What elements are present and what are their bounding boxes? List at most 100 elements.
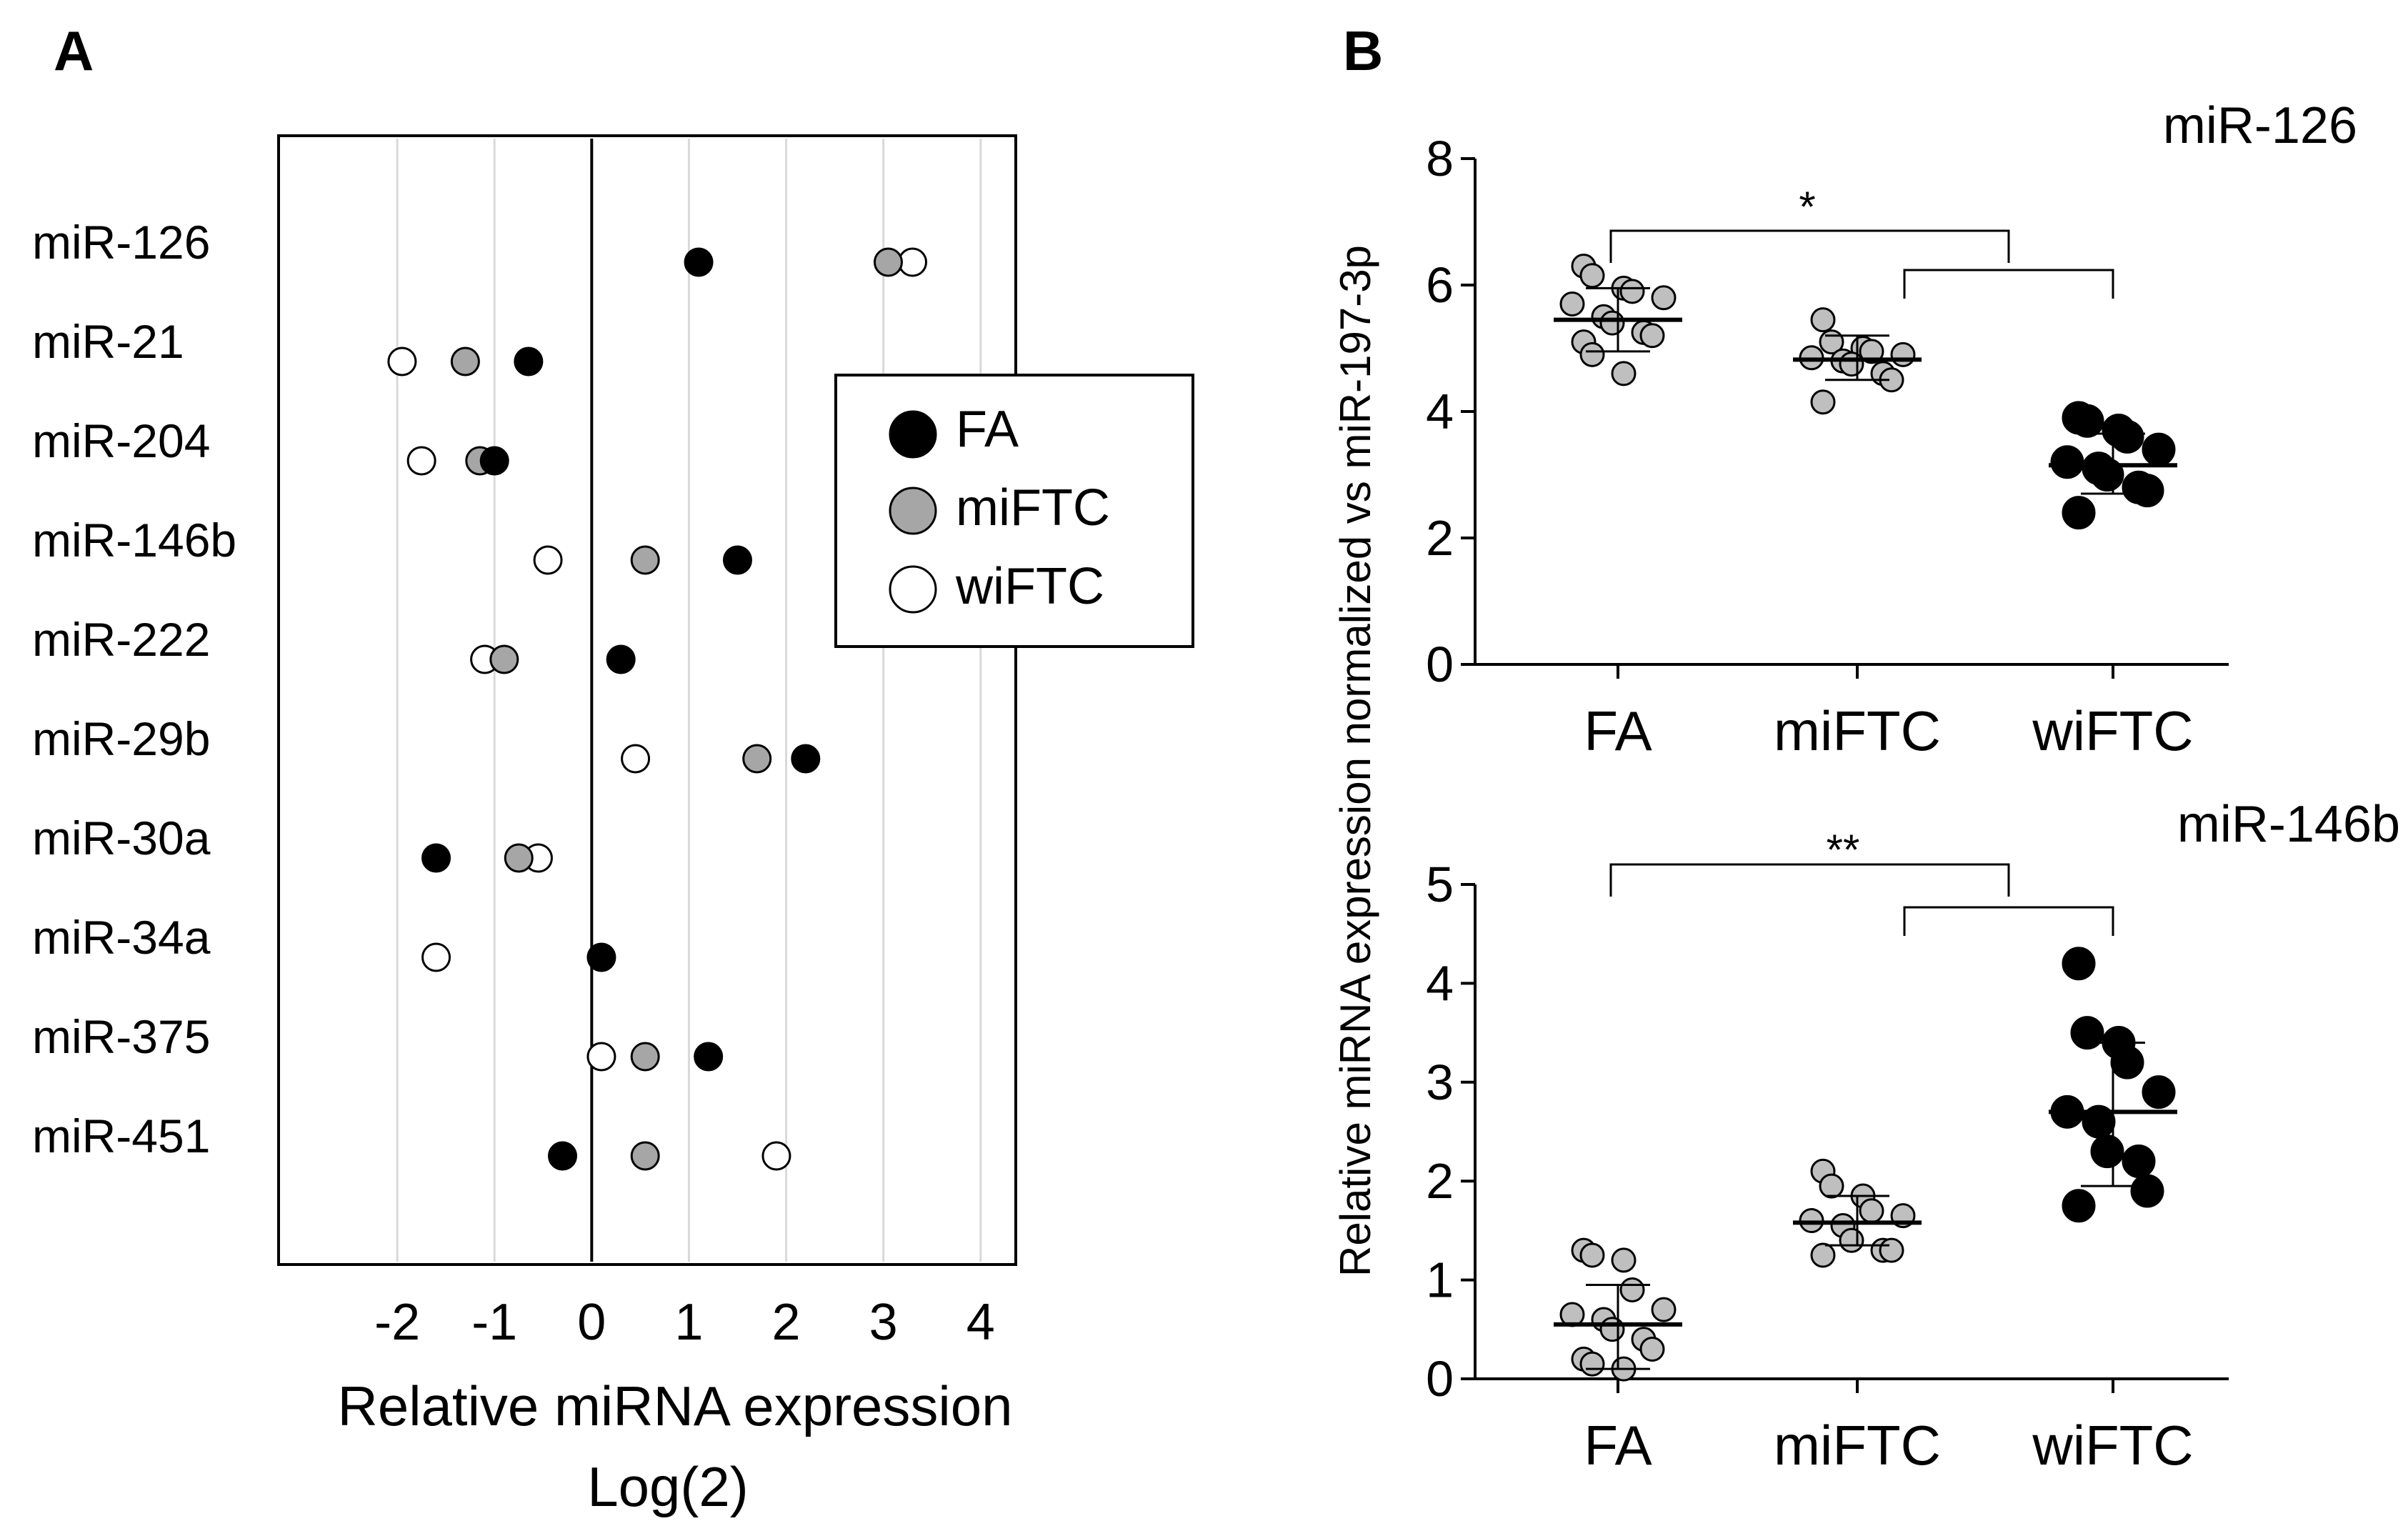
panel-a-label: A: [54, 19, 94, 82]
panel-a-point-miftc: [489, 644, 519, 674]
panel-b-point-miftc: [1819, 1173, 1844, 1199]
significance-bracket: [1609, 229, 2010, 263]
panel-a-point-miftc: [873, 247, 903, 277]
panel-b-point-wiftc: [2062, 947, 2096, 981]
panel-a-tick-labels: -2 -1 0 1 2 3 4: [374, 1294, 995, 1351]
panel-a-point-miftc: [630, 1042, 660, 1072]
panel-b-point-miftc: [1859, 1198, 1884, 1224]
panel-b-point-fa: [1579, 263, 1605, 289]
panel-a-point-fa: [548, 1141, 577, 1171]
panel-b-point-wiftc: [2050, 445, 2084, 479]
panel-b-top-points: [1554, 253, 2177, 530]
panel-b-point-fa: [1651, 285, 1677, 311]
y-tick-label: 8: [1426, 131, 1454, 186]
panel-b-point-fa: [1619, 1277, 1645, 1302]
y-tick-label: 0: [1426, 1351, 1454, 1407]
significance-bracket: [1609, 863, 2010, 897]
panel-a-grid: [396, 139, 982, 1262]
panel-a-xlabel-log: Log(2): [587, 1455, 748, 1518]
panel-a-point-fa: [586, 942, 616, 972]
panel-b-point-miftc: [1859, 339, 1884, 364]
y-tick-label: 2: [1426, 510, 1454, 566]
panel-a-point-fa: [791, 744, 821, 774]
panel-b-point-miftc: [1890, 341, 1916, 367]
panel-a-category-label: miR-146b: [32, 514, 236, 567]
y-tick-label: 6: [1426, 257, 1454, 313]
panel-a-category-label: miR-126: [32, 216, 210, 269]
panel-b-point-fa: [1619, 279, 1645, 304]
legend-marker-miftc: [889, 487, 937, 535]
panel-a-tick-label: 3: [869, 1294, 898, 1351]
panel-a-tick-label: -1: [471, 1294, 517, 1351]
panel-a-point-fa: [606, 644, 636, 674]
panel-b-point-fa: [1599, 1317, 1625, 1342]
panel-a-tick-label: 1: [674, 1294, 703, 1351]
panel-a-category-label: miR-30a: [32, 812, 211, 864]
panel-a-point-miftc: [742, 744, 772, 774]
panel-b-point-miftc: [1879, 1237, 1904, 1263]
panel-b-bottom-chart: miR-146b 0 1 2 3 4 5 FA miFTC wiFTC **: [1426, 796, 2400, 1477]
y-tick-label: 4: [1426, 955, 1454, 1011]
panel-a-xlabel: Relative miRNA expression: [337, 1375, 1012, 1437]
significance-bracket: [1903, 906, 2114, 936]
panel-b-point-fa: [1559, 291, 1585, 317]
y-tick-label: 1: [1426, 1252, 1454, 1308]
panel-b-point-miftc: [1810, 307, 1836, 333]
legend: FA miFTC wiFTC: [834, 374, 1194, 648]
panel-b-point-miftc: [1839, 351, 1864, 377]
panel-b-point-miftc: [1810, 1242, 1836, 1268]
panel-a-category-labels: miR-126 miR-21 miR-204 miR-146b miR-222 miR-2…: [32, 216, 236, 1162]
panel-a-point-fa: [723, 545, 752, 575]
legend-marker-wiftc: [889, 565, 937, 614]
panel-b-point-wiftc: [2122, 1144, 2156, 1179]
panel-a-category-label: miR-375: [32, 1010, 210, 1063]
panel-a-tick-label: -2: [374, 1294, 420, 1351]
y-tick-label: 3: [1426, 1054, 1454, 1110]
panel-a-point-wiftc: [421, 942, 451, 972]
panel-a-point-wiftc: [898, 247, 927, 277]
legend-label-miftc: miFTC: [956, 479, 1110, 537]
panel-a-point-fa: [684, 247, 714, 277]
panel-a-tick-label: 0: [577, 1294, 606, 1351]
panel-a-point-wiftc: [406, 446, 436, 476]
panel-b-point-fa: [1611, 1247, 1637, 1273]
panel-a-point-fa: [694, 1042, 724, 1072]
panel-a-category-label: miR-222: [32, 613, 210, 666]
panel-a-point-wiftc: [761, 1141, 791, 1171]
panel-b-point-fa: [1639, 323, 1665, 349]
panel-a-point-miftc: [630, 1141, 660, 1171]
x-tick-label: wiFTC: [2032, 1414, 2193, 1477]
panel-a-category-label: miR-451: [32, 1109, 210, 1162]
panel-b-point-fa: [1579, 341, 1605, 367]
panel-a-category-label: miR-29b: [32, 712, 210, 765]
panel-b-bottom-title: miR-146b: [2177, 796, 2400, 853]
panel-b-point-wiftc: [2130, 474, 2164, 508]
panel-b-point-fa: [1639, 1336, 1665, 1362]
panel-b-point-wiftc: [2142, 1075, 2176, 1109]
x-tick-label: wiFTC: [2032, 699, 2193, 762]
panel-b-point-wiftc: [2070, 1016, 2104, 1050]
panel-b-bottom-points: [1554, 947, 2177, 1382]
panel-a-category-label: miR-34a: [32, 911, 211, 964]
panel-b-ylabel: Relative miRNA expression normalized vs …: [1332, 245, 1379, 1277]
panel-a-frame: [277, 134, 1017, 1266]
panel-a-point-miftc: [450, 346, 480, 376]
x-tick-label: FA: [1584, 1414, 1652, 1477]
panel-a-point-miftc: [630, 545, 660, 575]
panel-a-point-fa: [421, 843, 451, 873]
x-tick-label: miFTC: [1774, 1414, 1941, 1477]
panel-a-tick-label: 2: [772, 1294, 801, 1351]
panel-b-point-fa: [1611, 361, 1637, 387]
legend-marker-fa: [889, 410, 937, 459]
panel-b-top-axes: 0 2 4 6 8 FA miFTC wiFTC: [1426, 131, 2229, 762]
panel-b-top-significance: [1609, 229, 2114, 299]
panel-a-category-label: miR-204: [32, 414, 210, 467]
panel-a-points: [387, 247, 927, 1171]
panel-a-category-label: miR-21: [32, 315, 184, 368]
panel-a-point-wiftc: [586, 1042, 616, 1072]
panel-a-point-fa: [514, 346, 544, 376]
x-tick-label: miFTC: [1774, 699, 1941, 762]
panel-b-point-miftc: [1810, 389, 1836, 415]
panel-b-point-wiftc: [2110, 419, 2144, 454]
